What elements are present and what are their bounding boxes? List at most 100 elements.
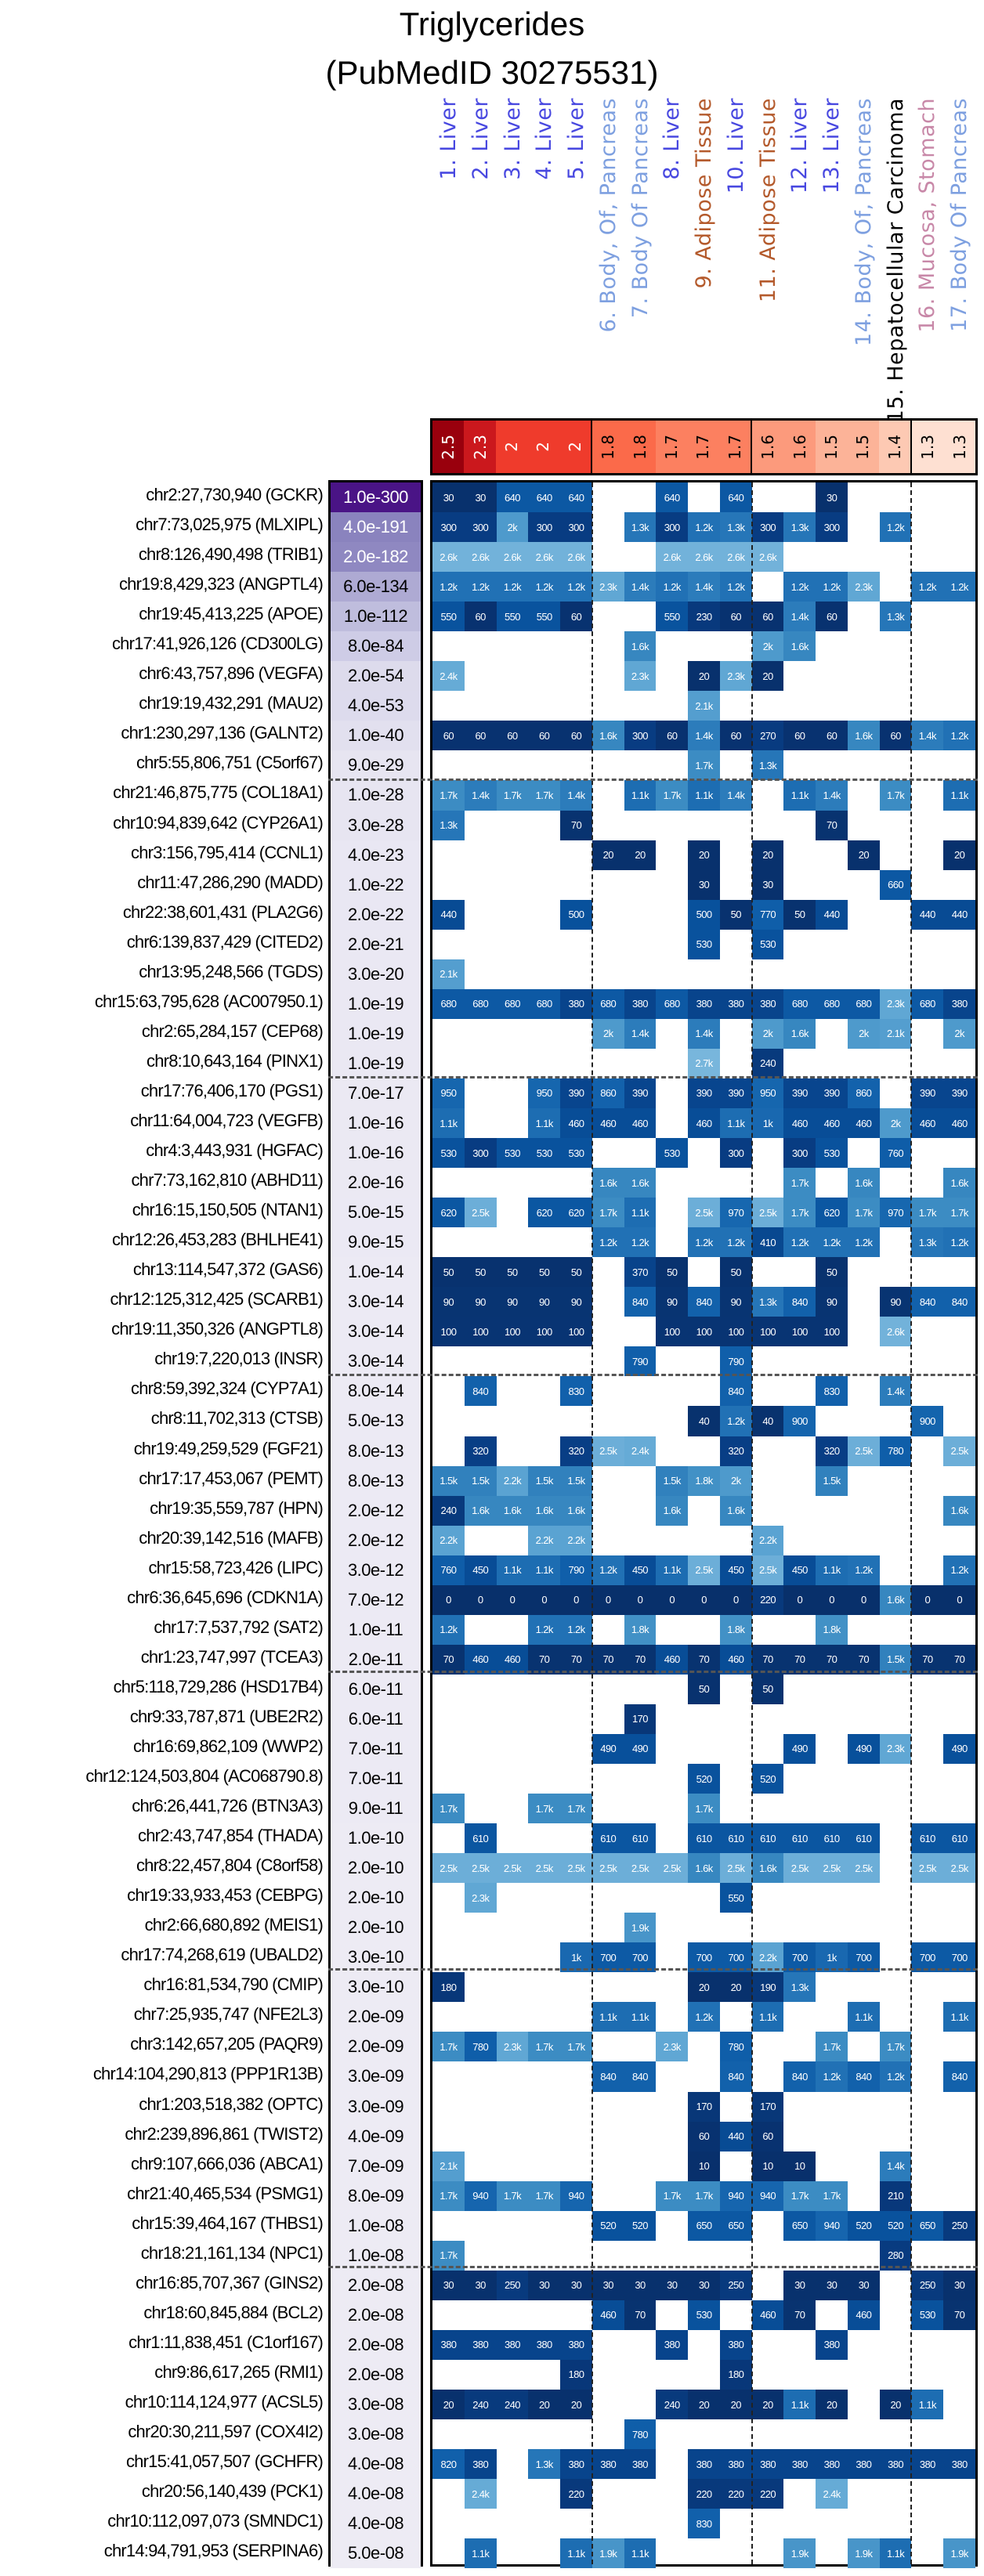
heatmap-cell-empty <box>528 2419 560 2449</box>
score-value: 1.6 <box>790 434 809 460</box>
heatmap-cell: 60 <box>656 721 689 751</box>
heatmap-cell-empty <box>560 1913 592 1942</box>
heatmap-cell: 520 <box>847 2210 880 2241</box>
heatmap-cell-empty <box>911 2061 943 2091</box>
pvalue-cell: 9.0e-15 <box>331 1227 421 1258</box>
heatmap-cell-empty <box>528 2300 560 2330</box>
heatmap-cell-empty <box>528 1049 560 1078</box>
row-label: chr2:27,730,940 (GCKR) <box>146 485 324 504</box>
heatmap-cell-empty <box>497 2002 529 2032</box>
heatmap-cell: 530 <box>528 1138 561 1169</box>
heatmap-cell: 950 <box>528 1078 561 1108</box>
row-label: chr5:118,729,286 (HSD17B4) <box>113 1676 324 1696</box>
column-label: 8. Liver <box>656 98 688 410</box>
heatmap-cell-empty <box>783 2419 816 2449</box>
heatmap-cell: 1.2k <box>879 512 912 543</box>
row-label: chr11:64,004,723 (VEGFB) <box>130 1110 324 1130</box>
heatmap-cell: 700 <box>783 1942 816 1973</box>
heatmap-cell-empty <box>911 2032 943 2061</box>
heatmap-cell-empty <box>848 2032 880 2061</box>
heatmap-cell: 2k <box>591 1018 624 1049</box>
heatmap-cell-empty <box>848 2122 880 2151</box>
heatmap-cell-empty <box>783 1376 816 1406</box>
pvalue-cell: 3.0e-08 <box>331 2390 421 2420</box>
row-group-divider <box>328 1671 978 1674</box>
heatmap-cell: 700 <box>591 1942 624 1973</box>
heatmap-cell-empty <box>592 1287 624 1317</box>
pvalue-cell: 1.0e-10 <box>331 1823 421 1854</box>
heatmap-row: 1.2k 1.2k 1.2k 1.2k 1.2k 2.3k 1.4k 1.2k 1.4k 1.2k… <box>432 572 976 602</box>
heatmap-cell-empty <box>432 2300 465 2330</box>
heatmap-cell-empty <box>943 482 975 512</box>
heatmap-cell: 1.6k <box>624 1168 657 1198</box>
heatmap-cell-empty <box>720 750 752 780</box>
heatmap-cell-empty <box>656 1794 688 1823</box>
pvalue-cell: 1.0e-19 <box>331 1048 421 1078</box>
heatmap-cell-empty <box>848 2360 880 2390</box>
heatmap-cell-empty <box>528 900 560 930</box>
pvalue-cell: 6.0e-11 <box>331 1674 421 1704</box>
heatmap-cell-empty <box>592 1317 624 1346</box>
score-value: 1.3 <box>950 434 969 460</box>
heatmap-cell: 1.9k <box>943 2538 976 2569</box>
heatmap-cell-empty <box>592 1794 624 1823</box>
heatmap-cell: 1.7k <box>432 780 465 811</box>
heatmap-cell: 70 <box>943 1644 976 1675</box>
heatmap-cell-empty <box>752 1257 784 1287</box>
heatmap-cell-empty <box>911 1526 943 1555</box>
score-cell: 1.4 <box>878 421 913 473</box>
heatmap-row: 520 520 <box>432 1764 975 1794</box>
heatmap-cell: 1.1k <box>816 1555 848 1585</box>
heatmap-cell-empty <box>432 1168 465 1198</box>
heatmap-cell-empty <box>528 1764 560 1794</box>
heatmap-cell-empty <box>592 2479 624 2509</box>
heatmap-cell-empty <box>816 2419 848 2449</box>
heatmap-cell-empty <box>592 1764 624 1794</box>
heatmap-cell-empty <box>848 750 880 780</box>
heatmap-cell: 840 <box>688 1287 720 1317</box>
score-cell: 1.3 <box>912 421 944 473</box>
heatmap-cell-empty <box>497 1168 529 1198</box>
heatmap-cell: 50 <box>496 1257 529 1288</box>
heatmap-cell: 320 <box>560 1436 592 1466</box>
heatmap-cell-empty <box>528 1734 560 1764</box>
heatmap-cell-empty <box>497 1406 529 1436</box>
heatmap-cell-empty <box>624 811 657 840</box>
heatmap-cell-empty <box>720 2300 752 2330</box>
heatmap-cell-empty <box>465 1346 497 1376</box>
column-label-text: 7. Body Of Pancreas <box>628 98 653 319</box>
heatmap-cell: 860 <box>847 1078 880 1108</box>
heatmap-cell-empty <box>783 750 816 780</box>
heatmap-cell: 100 <box>688 1317 720 1347</box>
heatmap-cell-empty <box>720 1704 752 1734</box>
heatmap-cell-empty <box>816 2538 848 2568</box>
heatmap-cell-empty <box>783 542 816 572</box>
heatmap-cell-empty <box>911 1883 943 1913</box>
pvalue-cell: 2.0e-10 <box>331 1853 421 1884</box>
heatmap-cell-empty <box>880 2122 912 2151</box>
heatmap-cell: 650 <box>688 2210 720 2241</box>
heatmap-cell: 830 <box>560 1376 592 1407</box>
heatmap-cell-empty <box>720 691 752 721</box>
pvalue-cell: 1.0e-08 <box>331 2240 421 2271</box>
row-label: chr16:15,150,505 (NTAN1) <box>132 1200 324 1220</box>
heatmap-cell: 10 <box>783 2151 816 2181</box>
heatmap-cell: 2.6k <box>719 542 752 573</box>
heatmap-cell: 300 <box>560 512 592 543</box>
heatmap-cell-empty <box>816 1704 848 1734</box>
heatmap-cell: 380 <box>943 2449 976 2480</box>
row-label: chr9:33,787,871 (UBE2R2) <box>129 1706 324 1726</box>
heatmap-cell: 640 <box>656 482 689 513</box>
heatmap-cell: 240 <box>432 1495 465 1526</box>
heatmap-cell-empty <box>848 1346 880 1376</box>
heatmap-cell-empty <box>432 840 465 870</box>
heatmap-row: 2.5k 2.5k 2.5k 2.5k 2.5k 2.5k 2.5k 2.5k 1.6k 2.5k… <box>432 1853 976 1884</box>
heatmap-cell-empty <box>943 2122 975 2151</box>
heatmap-cell: 1.7k <box>656 780 689 811</box>
heatmap-cell: 1.2k <box>528 1614 561 1645</box>
heatmap-cell-empty <box>880 661 912 691</box>
heatmap-cell-empty <box>848 1764 880 1794</box>
heatmap-cell-empty <box>880 1346 912 1376</box>
row-label: chr19:35,559,787 (HPN) <box>150 1498 324 1518</box>
heatmap-cell-empty <box>783 1764 816 1794</box>
